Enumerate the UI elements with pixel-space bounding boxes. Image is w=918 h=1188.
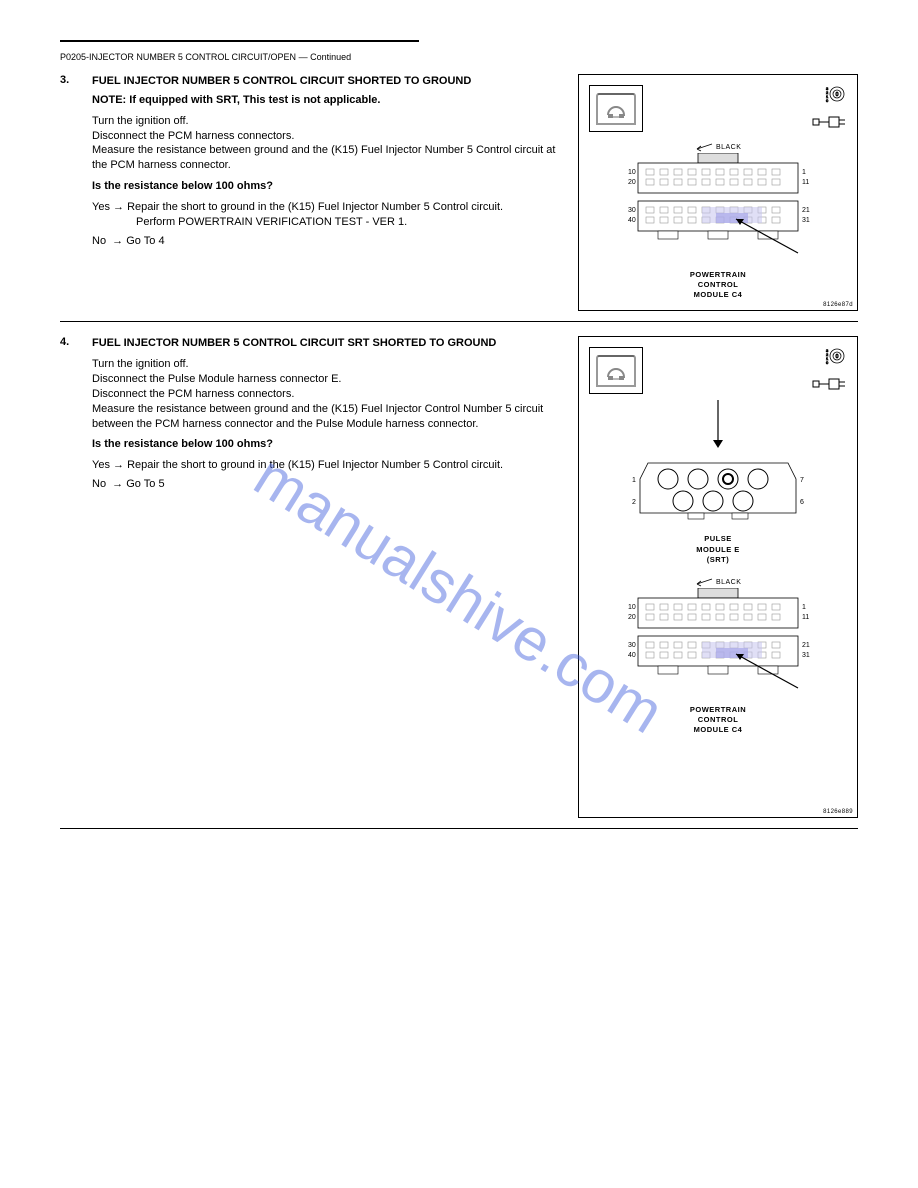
page-header: P0205-INJECTOR NUMBER 5 CONTROL CIRCUIT/… <box>60 52 858 62</box>
svg-text:30: 30 <box>628 642 636 649</box>
pulse-module-connector: 1 2 7 6 <box>598 457 838 527</box>
test-4-diagram-col: 0 3 2 1 0 <box>578 336 858 818</box>
ignition-key-icon: 0 3 2 1 0 <box>807 85 847 129</box>
svg-text:11: 11 <box>802 614 809 621</box>
figure-id: 8126e87d <box>823 302 853 308</box>
svg-text:20: 20 <box>628 614 636 621</box>
svg-text:0: 0 <box>836 354 839 360</box>
svg-text:40: 40 <box>628 652 636 659</box>
svg-text:30: 30 <box>628 207 636 214</box>
svg-text:21: 21 <box>802 207 810 214</box>
section-divider <box>60 828 858 829</box>
svg-text:31: 31 <box>802 217 810 224</box>
svg-text:40: 40 <box>628 217 636 224</box>
svg-text:0: 0 <box>826 98 829 103</box>
test-4-step: Disconnect the Pulse Module harness conn… <box>92 372 558 387</box>
test-4-step: Turn the ignition off. <box>92 357 558 372</box>
test-3-yes-perform: Perform POWERTRAIN VERIFICATION TEST - V… <box>92 215 558 230</box>
test-3-step: Measure the resistance between ground an… <box>92 143 558 173</box>
svg-text:0: 0 <box>836 92 839 98</box>
svg-text:20: 20 <box>628 179 636 186</box>
header-rule <box>60 40 419 42</box>
test-3-heading: FUEL INJECTOR NUMBER 5 CONTROL CIRCUIT S… <box>92 74 558 89</box>
connector-tool-icon <box>811 115 847 129</box>
test-4-heading: FUEL INJECTOR NUMBER 5 CONTROL CIRCUIT S… <box>92 336 558 351</box>
diagram-caption: POWERTRAIN CONTROL MODULE C4 <box>589 270 847 300</box>
test-3-note: NOTE: If equipped with SRT, This test is… <box>92 93 558 108</box>
pulse-caption: PULSE MODULE E (SRT) <box>589 534 847 564</box>
test-3-step: Disconnect the PCM harness connectors. <box>92 129 558 144</box>
diagram-black-label: BLACK <box>716 144 741 151</box>
test-4-diagram: 0 3 2 1 0 <box>578 336 858 818</box>
diagram-black-label: BLACK <box>716 579 741 586</box>
ohm-meter-icon <box>589 85 643 132</box>
test-3-yes: Yes → Repair the short to ground in the … <box>92 200 558 215</box>
svg-text:21: 21 <box>802 642 810 649</box>
connector-tool-icon <box>811 377 847 391</box>
test-4-number: 4. <box>60 336 72 818</box>
header-title: P0205-INJECTOR NUMBER 5 CONTROL CIRCUIT/… <box>60 52 296 62</box>
test-4-body: FUEL INJECTOR NUMBER 5 CONTROL CIRCUIT S… <box>92 336 558 818</box>
test-3-body: FUEL INJECTOR NUMBER 5 CONTROL CIRCUIT S… <box>92 74 558 311</box>
diagram-caption: POWERTRAIN CONTROL MODULE C4 <box>589 705 847 735</box>
test-3-question: Is the resistance below 100 ohms? <box>92 179 558 194</box>
test-4-no: No → Go To 5 <box>92 477 558 492</box>
test-4-section: 4. FUEL INJECTOR NUMBER 5 CONTROL CIRCUI… <box>60 336 858 818</box>
svg-text:2: 2 <box>632 499 636 506</box>
figure-id: 8126e889 <box>823 809 853 815</box>
svg-text:6: 6 <box>800 499 804 506</box>
svg-text:1: 1 <box>802 604 806 611</box>
test-3-no: No → Go To 4 <box>92 234 558 249</box>
svg-text:10: 10 <box>628 169 636 176</box>
header-continued: — Continued <box>299 52 352 62</box>
svg-text:1: 1 <box>802 169 806 176</box>
connector-c4-diagram: 10 20 30 40 1 11 21 31 <box>598 153 838 263</box>
connector-c4-diagram: 10 20 30 40 1 11 21 31 <box>598 588 838 698</box>
arrow-down-icon <box>708 400 728 450</box>
test-4-step: Measure the resistance between ground an… <box>92 402 558 432</box>
test-4-step: Disconnect the PCM harness connectors. <box>92 387 558 402</box>
test-3-diagram-col: 0 3 2 1 0 <box>578 74 858 311</box>
section-divider <box>60 321 858 322</box>
svg-text:7: 7 <box>800 477 804 484</box>
svg-text:10: 10 <box>628 604 636 611</box>
test-3-section: 3. FUEL INJECTOR NUMBER 5 CONTROL CIRCUI… <box>60 74 858 311</box>
ignition-key-icon: 0 3 2 1 0 <box>807 347 847 391</box>
ohm-meter-icon <box>589 347 643 394</box>
test-3-diagram: 0 3 2 1 0 <box>578 74 858 311</box>
svg-text:11: 11 <box>802 179 809 186</box>
test-3-step: Turn the ignition off. <box>92 114 558 129</box>
test-4-yes: Yes → Repair the short to ground in the … <box>92 458 558 473</box>
svg-text:1: 1 <box>632 477 636 484</box>
test-4-question: Is the resistance below 100 ohms? <box>92 437 558 452</box>
svg-text:31: 31 <box>802 652 810 659</box>
test-3-number: 3. <box>60 74 72 311</box>
svg-text:0: 0 <box>826 360 829 365</box>
